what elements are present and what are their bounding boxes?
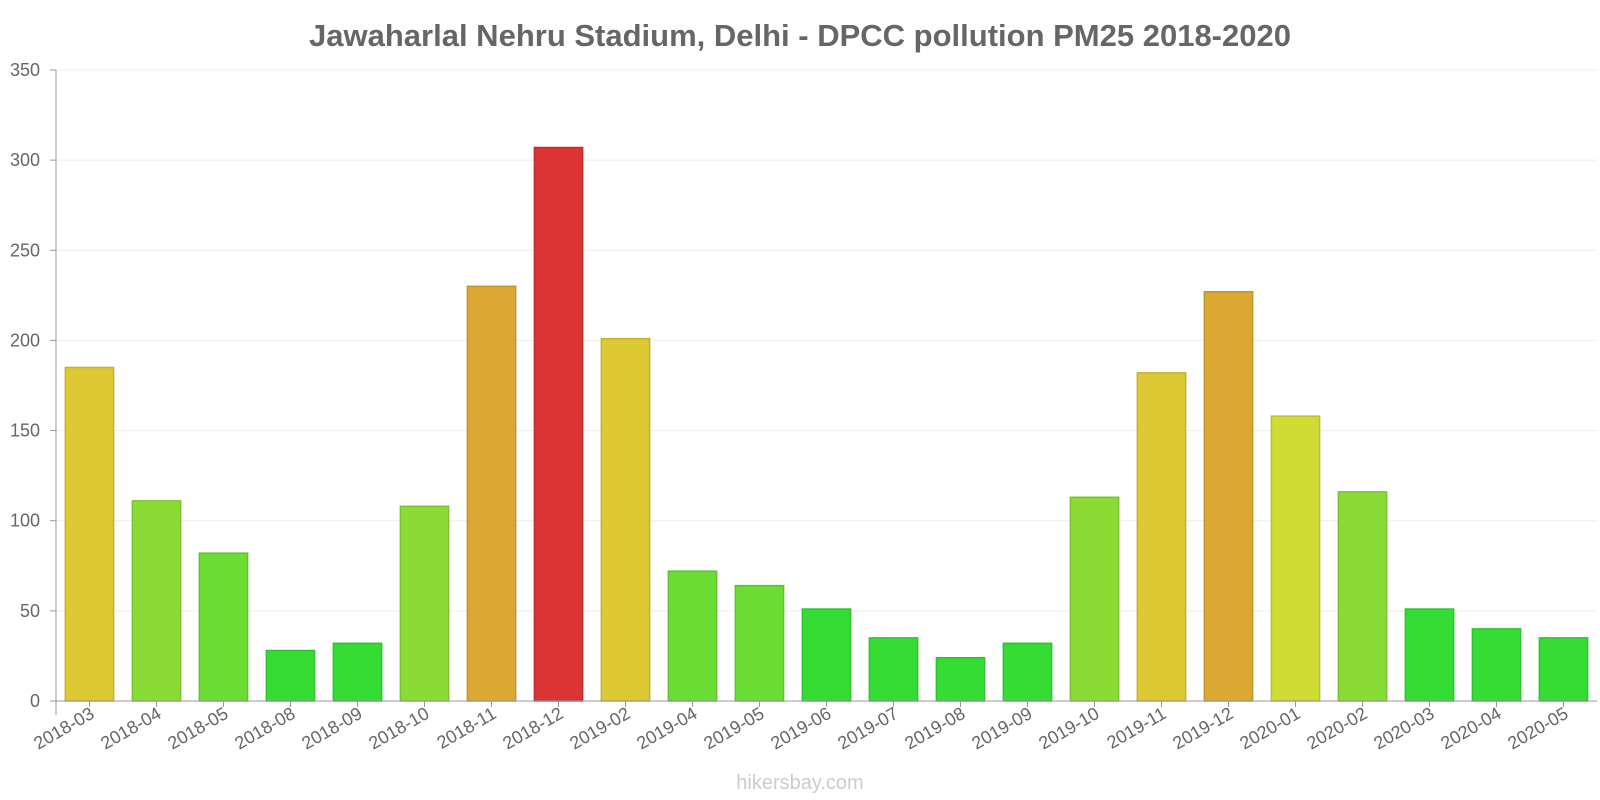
bar-2020-03[interactable] [1404,608,1455,702]
x-tick-label: 2018-04 [97,703,164,753]
y-tick-label: 100 [10,511,40,531]
x-tick-label: 2020-03 [1370,703,1437,753]
bar-2019-08[interactable] [935,656,986,702]
bar-2019-04[interactable] [667,570,718,702]
bar-2019-10[interactable] [1069,496,1120,702]
bar-2018-12[interactable] [533,146,584,702]
x-tick-label: 2018-03 [30,703,97,753]
bar-2020-02[interactable] [1337,491,1388,702]
x-tick-label: 2019-06 [767,703,834,753]
x-tick-label: 2019-08 [901,703,968,753]
bar-2019-06[interactable] [801,608,852,702]
bar-2019-05[interactable] [734,584,785,702]
x-tick-label: 2019-02 [566,703,633,753]
x-axis-ticks: 2018-03 2018-04 2018-05 2018-08 2018-09 2018-… [30,701,1572,753]
bar-2018-03[interactable] [64,366,115,702]
bar-2019-11[interactable] [1136,372,1187,702]
x-tick-label: 2020-02 [1303,703,1370,753]
bar-2019-09[interactable] [1002,642,1053,702]
y-axis-ticks: 0 50 100 150 200 250 300 350 [10,60,56,711]
x-tick-label: 2019-11 [1103,703,1169,753]
x-tick-label: 2020-05 [1504,703,1571,753]
bar-2019-07[interactable] [868,637,919,702]
x-tick-label: 2019-07 [834,703,901,753]
y-tick-label: 0 [30,691,40,711]
footer-credit[interactable]: hikersbay.com [736,772,863,794]
chart-title: Jawaharlal Nehru Stadium, Delhi - DPCC p… [309,18,1291,53]
x-tick-label: 2019-05 [700,703,767,753]
y-tick-label: 150 [10,421,40,441]
y-tick-label: 300 [10,150,40,170]
bar-2018-09[interactable] [332,642,383,702]
bar-2020-05[interactable] [1538,637,1589,702]
x-tick-label: 2018-10 [365,703,432,753]
bar-2019-02[interactable] [600,337,651,702]
bar-2018-10[interactable] [399,505,450,702]
x-tick-label: 2020-04 [1437,703,1504,753]
x-tick-label: 2018-05 [164,703,231,753]
bar-2018-05[interactable] [198,552,249,702]
x-tick-label: 2018-11 [433,703,499,753]
bar-2018-08[interactable] [265,649,316,702]
x-tick-label: 2019-09 [968,703,1035,753]
bar-2018-11[interactable] [466,285,517,702]
x-tick-label: 2018-12 [499,703,566,753]
x-tick-label: 2019-12 [1169,703,1236,753]
bar-2020-01[interactable] [1270,415,1321,702]
x-tick-label: 2019-10 [1035,703,1102,753]
y-tick-label: 50 [20,601,40,621]
bar-2020-04[interactable] [1471,628,1522,702]
bars [64,146,1589,702]
x-tick-label: 2020-01 [1236,703,1303,753]
bar-2018-04[interactable] [131,500,182,702]
x-tick-label: 2018-08 [231,703,298,753]
y-tick-label: 350 [10,60,40,80]
grid-lines [56,69,1597,612]
x-tick-label: 2019-04 [633,703,700,753]
y-tick-label: 250 [10,240,40,260]
x-tick-label: 2018-09 [298,703,365,753]
y-tick-label: 200 [10,330,40,350]
bar-2019-12[interactable] [1203,291,1254,702]
